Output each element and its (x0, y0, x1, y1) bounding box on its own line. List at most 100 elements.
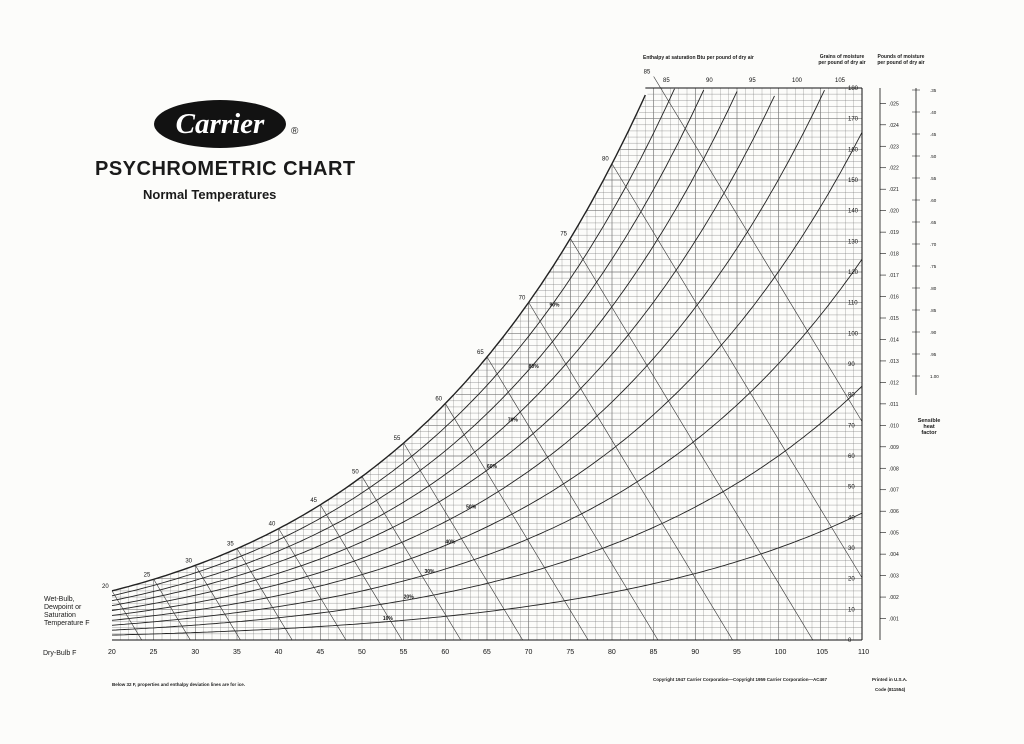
code-note: Code (811554) (875, 687, 906, 692)
rh-label-50: 50% (466, 505, 477, 511)
pounds-tick-label: .007 (889, 488, 899, 494)
shf-tick-label: .80 (930, 286, 937, 291)
carrier-logo-oval: Carrier (154, 100, 286, 148)
copyright-note: Copyright 1947 Carrier Corporation—Copyr… (653, 677, 828, 682)
shf-tick-label: .60 (930, 198, 937, 203)
x-tick-label: 65 (483, 649, 491, 656)
x-tick-label: 95 (733, 649, 741, 656)
grains-tick-label: 180 (848, 86, 859, 92)
pounds-tick-label: .017 (889, 273, 899, 279)
grains-tick-label: 30 (848, 546, 855, 552)
wet-bulb-tick-label: 65 (477, 350, 484, 356)
grains-tick-label: 70 (848, 423, 855, 429)
x-tick-label: 20 (108, 649, 116, 656)
x-tick-label: 90 (691, 649, 699, 656)
x-tick-label: 30 (191, 649, 199, 656)
wet-bulb-tick-label: 75 (560, 231, 567, 237)
wet-bulb-line-55 (403, 442, 523, 641)
wet-bulb-line-50 (361, 476, 462, 641)
sensible-label-line1: Sensible (917, 418, 941, 424)
pounds-tick-label: .011 (889, 402, 899, 408)
rh-label-40: 40% (445, 539, 456, 545)
pounds-tick-label: .022 (889, 166, 899, 172)
saturation-curve (111, 94, 646, 592)
grains-tick-label: 50 (848, 485, 855, 491)
x-tick-label: 85 (650, 649, 658, 656)
grains-tick-label: 120 (848, 270, 859, 276)
wet-bulb-line-80 (611, 163, 863, 578)
rh-curve-40 (111, 132, 863, 621)
pounds-label-line2: per pound of dry air (877, 60, 925, 66)
wet-bulb-line-75 (570, 238, 814, 641)
wet-bulb-tick-label: 70 (519, 295, 526, 301)
grains-tick-label: 110 (848, 301, 858, 307)
wet-bulb-tick-label: 60 (435, 396, 442, 402)
pounds-tick-label: .003 (889, 574, 899, 580)
wet-bulb-tick-label: 25 (144, 572, 151, 578)
shf-tick-label: .85 (930, 308, 937, 313)
registered-mark: ® (291, 126, 299, 137)
rh-curve-50 (111, 90, 825, 616)
wet-bulb-line-20 (111, 590, 142, 641)
pounds-tick-label: .014 (889, 337, 899, 343)
wet-bulb-line-45 (320, 504, 403, 641)
enthalpy-top-tick-label: 95 (749, 78, 756, 84)
pounds-label-line1: Pounds of moisture (877, 54, 925, 60)
grains-tick-label: 100 (848, 331, 859, 337)
grains-tick-label: 130 (848, 239, 859, 245)
shf-tick-label: .50 (930, 154, 937, 159)
wet-bulb-line-35 (236, 548, 293, 641)
pounds-tick-label: .001 (889, 617, 899, 623)
grains-axis-label: Grains of moisture per pound of dry air (812, 54, 872, 66)
x-tick-label: 45 (316, 649, 324, 656)
grains-label-line1: Grains of moisture (819, 54, 865, 60)
pounds-tick-label: .016 (889, 295, 899, 301)
shf-tick-label: .40 (930, 110, 937, 115)
wet-bulb-line-70 (528, 302, 733, 641)
pounds-tick-label: .024 (889, 123, 899, 129)
pounds-tick-label: .009 (889, 445, 899, 451)
rh-curve-20 (111, 385, 863, 631)
shf-tick-label: .75 (930, 264, 937, 269)
pounds-tick-label: .004 (889, 552, 899, 558)
wet-bulb-label-line1: Wet-Bulb, (44, 596, 75, 603)
x-tick-label: 50 (358, 649, 366, 656)
wet-bulb-line-25 (153, 579, 191, 641)
grains-tick-label: 40 (848, 515, 855, 521)
shf-tick-label: .55 (930, 176, 937, 181)
wet-bulb-tick-label: 40 (269, 522, 276, 528)
x-tick-label: 35 (233, 649, 241, 656)
rh-label-10: 10% (383, 616, 394, 622)
wet-bulb-tick-label: 55 (394, 436, 401, 442)
grains-tick-label: 150 (848, 178, 859, 184)
wet-bulb-tick-label: 50 (352, 469, 359, 475)
wet-bulb-tick-label: 45 (310, 498, 317, 504)
wet-bulb-line-85 (653, 76, 863, 422)
shf-tick-label: .90 (930, 330, 937, 335)
grains-tick-label: 140 (848, 209, 859, 215)
rh-label-60: 60% (487, 464, 498, 470)
pounds-tick-label: .006 (889, 509, 899, 515)
grains-tick-label: 60 (848, 454, 855, 460)
shf-tick-label: 1.00 (930, 374, 939, 379)
enthalpy-top-tick-label: 100 (792, 78, 803, 84)
ice-note: Below 32 F, properties and enthalpy devi… (112, 682, 246, 687)
rh-curve-70 (111, 91, 738, 607)
x-tick-label: 70 (525, 649, 533, 656)
sensible-label-line2: heat (923, 424, 935, 430)
wet-bulb-line-40 (278, 528, 347, 641)
wet-bulb-label-line3: Saturation (44, 612, 76, 619)
shf-tick-label: .35 (930, 88, 937, 93)
grains-label-line2: per pound of dry air (818, 60, 866, 66)
rh-label-80: 80% (529, 364, 540, 370)
wet-bulb-tick-label: 30 (185, 558, 192, 564)
sensible-label-line3: factor (921, 430, 937, 436)
pounds-tick-label: .012 (889, 380, 899, 386)
pounds-tick-label: .020 (889, 209, 899, 215)
wet-bulb-tick-label: 35 (227, 542, 234, 548)
x-tick-label: 110 (858, 649, 869, 656)
x-tick-label: 25 (150, 649, 158, 656)
enthalpy-axis-label: Enthalpy at saturation Btu per pound of … (643, 55, 754, 61)
x-tick-label: 105 (816, 649, 828, 656)
